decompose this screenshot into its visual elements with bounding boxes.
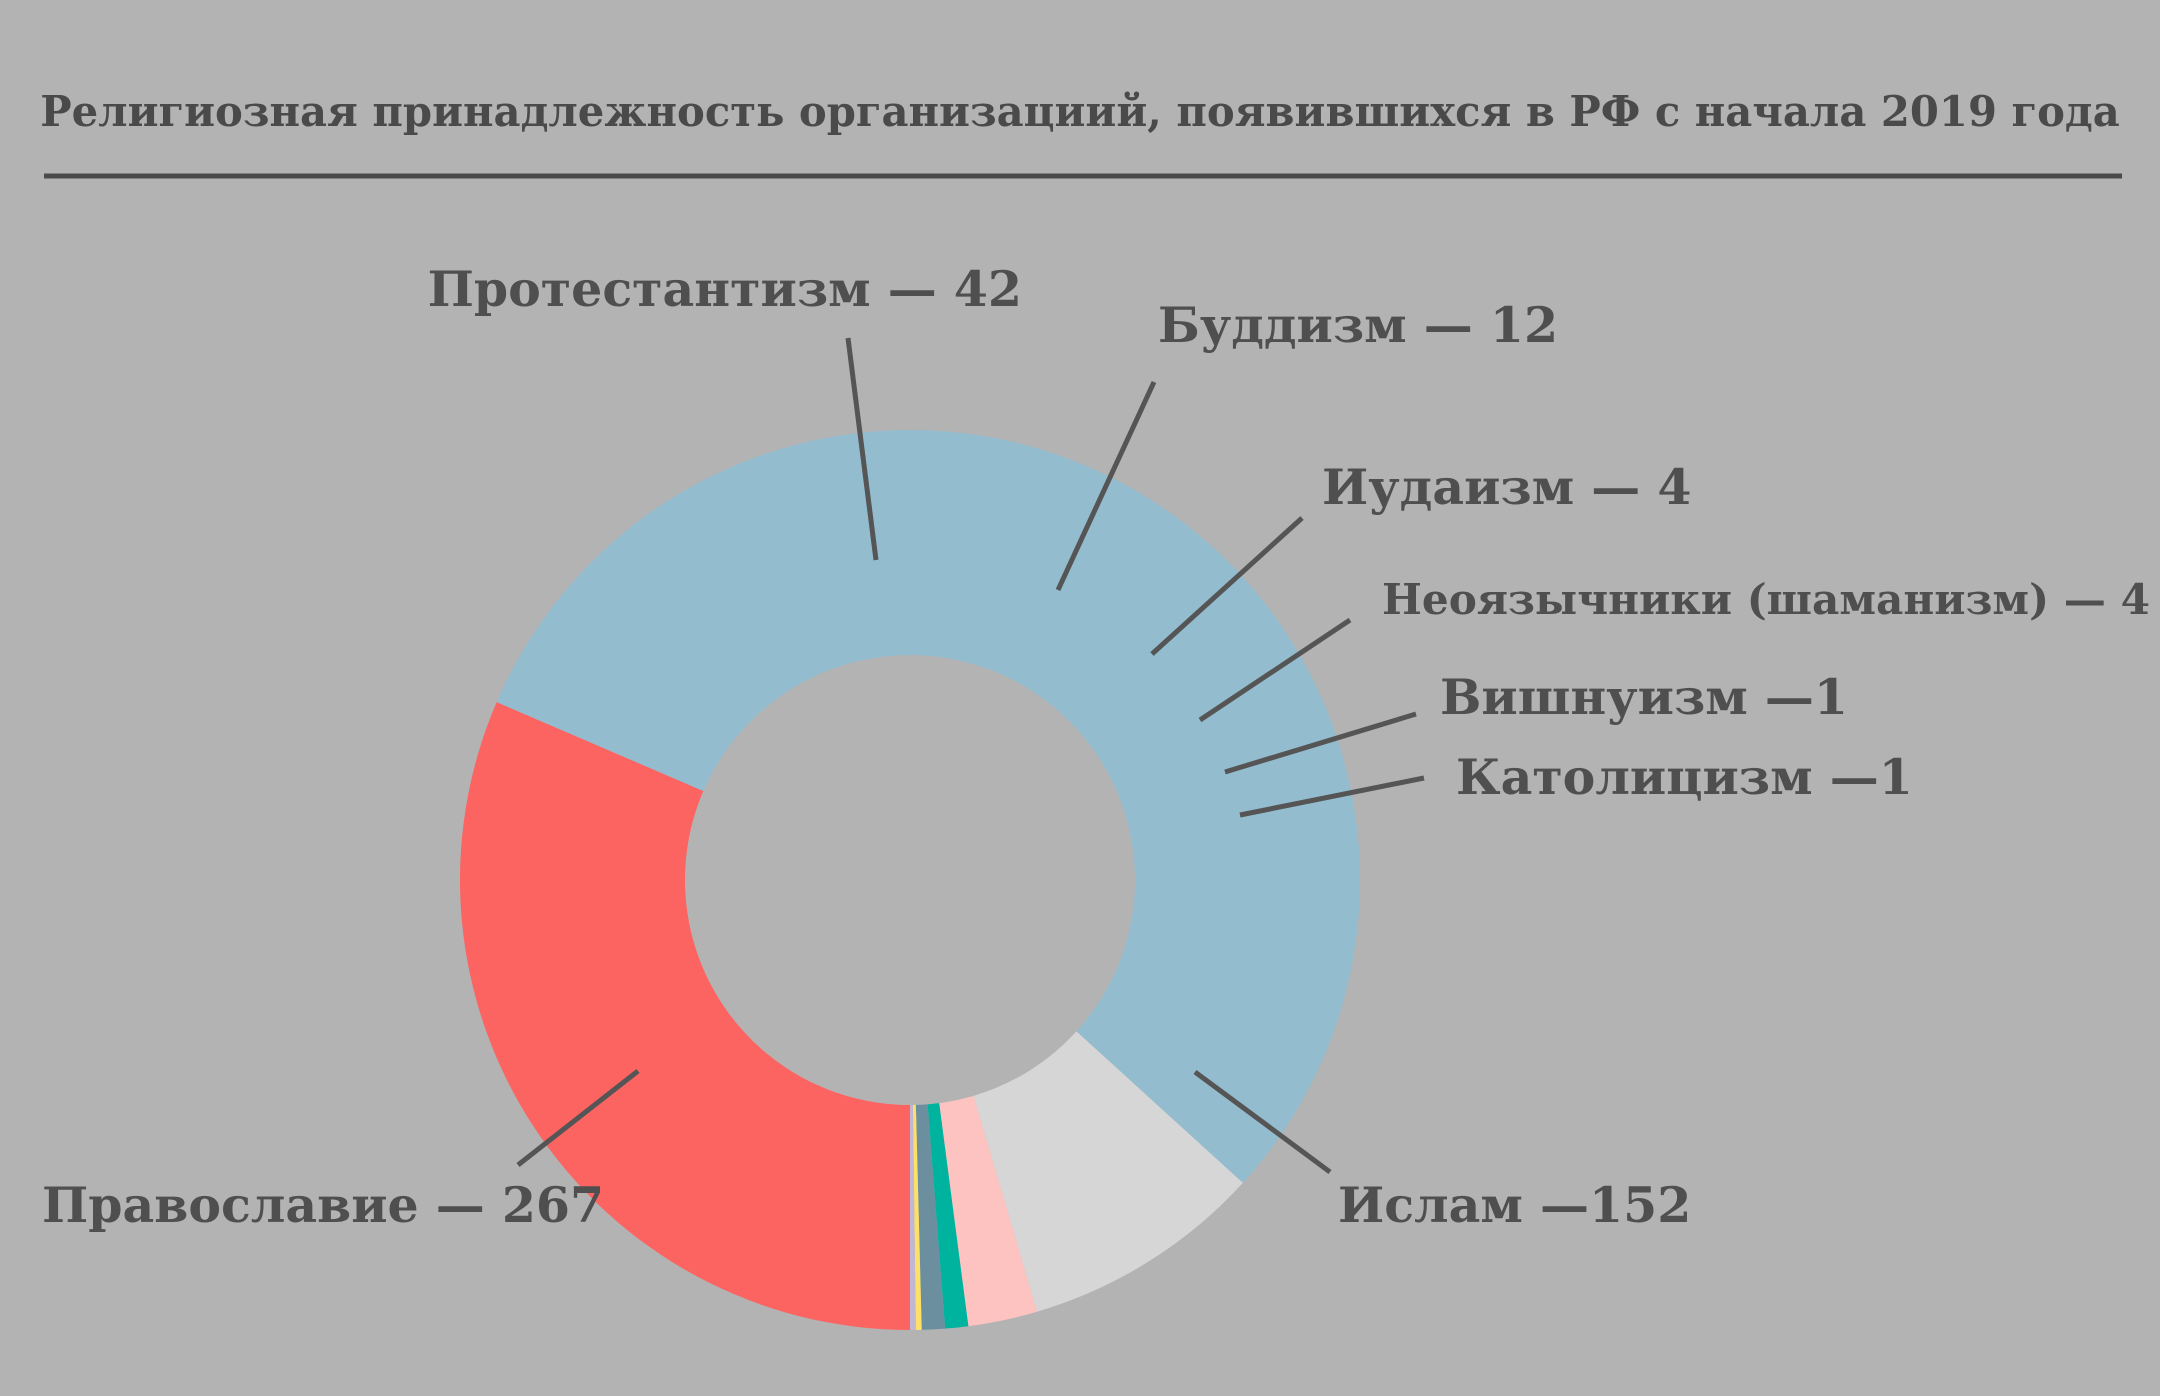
leader-line-5 xyxy=(1150,516,1304,656)
leader-line-6 xyxy=(1198,617,1352,723)
slice-label-1: Ислам —152 xyxy=(1338,1176,1691,1234)
slice-7 xyxy=(912,1104,922,1330)
leader-lines xyxy=(516,337,1425,1175)
leader-line-3 xyxy=(845,337,879,561)
slice-3 xyxy=(973,1031,1243,1312)
leader-line-4 xyxy=(1055,380,1157,592)
slice-label-2: Православие — 267 xyxy=(42,1176,604,1234)
slice-label-5: Иудаизм — 4 xyxy=(1322,458,1691,516)
slice-8 xyxy=(910,1104,916,1330)
leader-line-7 xyxy=(1224,711,1417,775)
slice-labels: Ислам —152 Православие — 267 Протестантизм… xyxy=(42,260,2150,1234)
chart-title: Религиозная принадлежность организациий,… xyxy=(40,87,2120,136)
leader-line-1 xyxy=(1193,1069,1332,1175)
slice-2 xyxy=(496,430,1360,1183)
slice-6 xyxy=(915,1104,946,1330)
leader-line-8 xyxy=(1239,775,1425,818)
slice-label-6: Неоязычники (шаманизм) — 4 xyxy=(1382,574,2150,624)
slice-label-8: Католицизм —1 xyxy=(1456,748,1913,806)
slice-label-4: Буддизм — 12 xyxy=(1158,296,1558,354)
donut-slices xyxy=(459,430,1360,1330)
leader-line-2 xyxy=(516,1069,640,1167)
slice-label-3: Протестантизм — 42 xyxy=(428,260,1022,318)
slice-label-7: Вишнуизм —1 xyxy=(1440,668,1848,726)
slice-5 xyxy=(927,1103,969,1329)
slice-1 xyxy=(459,702,910,1330)
slice-4 xyxy=(939,1095,1038,1327)
